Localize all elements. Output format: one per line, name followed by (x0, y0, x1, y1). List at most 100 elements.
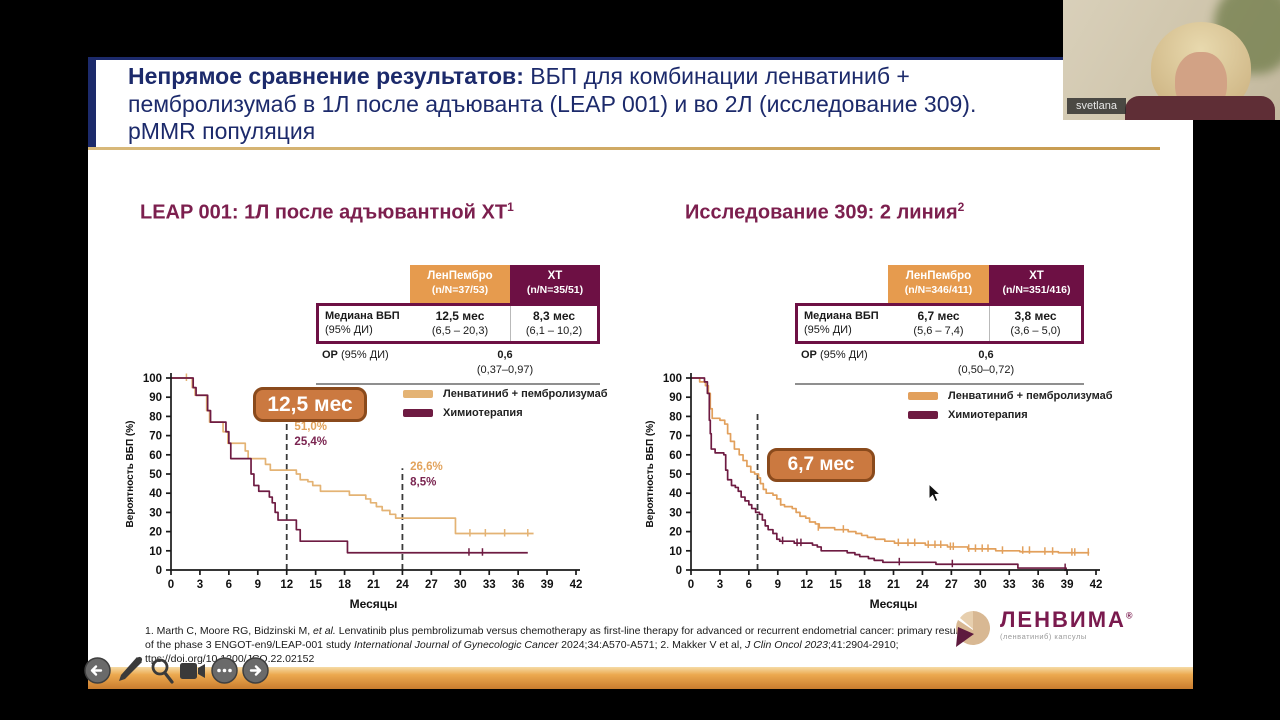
previous-slide-button[interactable] (84, 657, 111, 687)
lenvima-logo-subtext: (ленватиниб) капсулы (1000, 632, 1087, 641)
zoom-tool-button[interactable] (149, 657, 175, 688)
svg-text:9: 9 (255, 579, 261, 591)
svg-text:3: 3 (197, 579, 203, 591)
svg-text:70: 70 (669, 431, 682, 443)
svg-text:12: 12 (800, 579, 813, 591)
median-row: Медиана ВБП (95% ДИ) 12,5 мес (6,5 – 20,3)… (316, 302, 600, 345)
svg-text:51,0%: 51,0% (294, 421, 327, 433)
svg-text:60: 60 (669, 450, 682, 462)
pencil-icon (119, 656, 143, 681)
svg-text:33: 33 (483, 579, 496, 591)
right-chart-title: Исследование 309: 2 линия2 (685, 200, 965, 224)
lenvima-logo-icon (956, 611, 990, 647)
median-row: Медиана ВБП (95% ДИ) 6,7 мес (5,6 – 7,4) 3… (795, 302, 1084, 345)
km-chart-study309: 0 3 6 9 12 15 18 21 24 27 30 33 36 39 4201020304050607… (645, 373, 1103, 611)
svg-text:30: 30 (454, 579, 467, 591)
title-accent-bar (88, 57, 96, 150)
svg-text:8,5%: 8,5% (410, 477, 436, 489)
magnifier-icon (151, 658, 174, 684)
svg-text:25,4%: 25,4% (294, 436, 327, 448)
chemo-swatch (908, 411, 938, 419)
svg-text:50: 50 (149, 469, 162, 481)
svg-text:42: 42 (1090, 579, 1103, 591)
svg-text:70: 70 (149, 431, 162, 443)
svg-text:26,6%: 26,6% (410, 461, 443, 473)
svg-text:100: 100 (663, 373, 682, 385)
left-chart-title: LEAP 001: 1Л после адъювантной ХТ1 (140, 200, 514, 224)
legend-label: Химиотерапия (948, 409, 1028, 421)
svg-text:Вероятность ВБП (%): Вероятность ВБП (%) (645, 421, 656, 528)
hazard-ratio-row: ОР (95% ДИ) 0,6 (0,37–0,97) (316, 344, 600, 386)
svg-text:80: 80 (669, 411, 682, 423)
ellipsis-icon (211, 657, 238, 684)
presentation-slide: Непрямое сравнение результатов: ВБП для … (88, 57, 1193, 689)
table-header-lenpembro: ЛенПембро (n/N=37/53) (410, 265, 510, 303)
slide-title-bold: Непрямое сравнение результатов: (128, 63, 524, 89)
slide-title-line3: pMMR популяция (128, 118, 316, 145)
svg-text:90: 90 (669, 392, 682, 404)
svg-text:15: 15 (309, 579, 322, 591)
pen-tool-button[interactable] (115, 654, 145, 691)
svg-text:20: 20 (149, 527, 162, 539)
slide-title: Непрямое сравнение результатов: ВБП для … (128, 63, 1123, 146)
slide-bottom-bar (88, 667, 1193, 689)
right-results-table: ЛенПембро (n/N=346/411) ХТ (n/N=351/416) М… (795, 265, 1084, 386)
svg-text:10: 10 (669, 546, 682, 558)
title-top-border (88, 57, 1193, 60)
table-header-xt: ХТ (n/N=351/416) (989, 265, 1084, 303)
svg-text:18: 18 (858, 579, 871, 591)
svg-text:10: 10 (149, 546, 162, 558)
svg-text:9: 9 (775, 579, 781, 591)
table-spacer (795, 265, 888, 303)
km-chart-leap001: 51,0%25,4%26,6%8,5%0 3 6 9 12 15 18 21 24 27 30 33 3… (125, 373, 582, 611)
svg-text:60: 60 (149, 450, 162, 462)
svg-text:Вероятность ВБП (%): Вероятность ВБП (%) (125, 421, 136, 528)
svg-text:30: 30 (669, 507, 682, 519)
svg-text:15: 15 (829, 579, 842, 591)
svg-text:24: 24 (396, 579, 409, 591)
svg-text:24: 24 (916, 579, 929, 591)
legend-label: Ленватиниб + пембролизумаб (948, 390, 1113, 402)
svg-text:0: 0 (168, 579, 174, 591)
svg-text:30: 30 (974, 579, 987, 591)
presentation-toolbar (84, 652, 273, 692)
chemo-swatch (403, 409, 433, 417)
slide-title-line1: ВБП для комбинации ленватиниб + (523, 63, 910, 89)
speaker-torso (1125, 96, 1275, 120)
more-options-button[interactable] (211, 657, 238, 687)
title-divider (88, 147, 1160, 150)
svg-text:27: 27 (945, 579, 958, 591)
lenvima-logo: ЛЕНВИМА® (ленватиниб) капсулы (952, 609, 1133, 651)
arrow-right-icon (242, 657, 269, 684)
svg-text:Месяцы: Месяцы (350, 597, 398, 611)
median-badge-right: 6,7 мес (767, 448, 875, 482)
svg-text:21: 21 (367, 579, 380, 591)
svg-text:50: 50 (669, 469, 682, 481)
left-results-table: ЛенПембро (n/N=37/53) ХТ (n/N=35/51) Медиа… (316, 265, 600, 386)
svg-text:18: 18 (338, 579, 351, 591)
arrow-left-icon (84, 657, 111, 684)
camera-button[interactable] (179, 660, 207, 685)
svg-text:40: 40 (149, 488, 162, 500)
svg-text:6: 6 (746, 579, 752, 591)
svg-text:Месяцы: Месяцы (870, 597, 918, 611)
next-slide-button[interactable] (242, 657, 269, 687)
mouse-cursor (928, 483, 942, 503)
hazard-ratio-row: ОР (95% ДИ) 0,6 (0,50–0,72) (795, 344, 1084, 386)
svg-text:0: 0 (688, 579, 694, 591)
svg-text:40: 40 (669, 488, 682, 500)
participant-name-label: svetlana (1067, 98, 1126, 114)
webcam-tile[interactable]: svetlana (1063, 0, 1280, 120)
right-chart-legend: Ленватиниб + пембролизумаб Химиотерапия (908, 390, 1113, 428)
svg-text:6: 6 (226, 579, 232, 591)
svg-text:33: 33 (1003, 579, 1016, 591)
slide-title-line2: пембролизумаб в 1Л после адъюванта (LEAP… (128, 90, 977, 117)
median-badge-left: 12,5 мес (253, 387, 367, 422)
lenvima-logo-text: ЛЕНВИМА® (1000, 607, 1133, 632)
legend-label: Химиотерапия (443, 407, 523, 419)
svg-text:90: 90 (149, 392, 162, 404)
legend-label: Ленватиниб + пембролизумаб (443, 388, 608, 400)
svg-text:21: 21 (887, 579, 900, 591)
table-header-xt: ХТ (n/N=35/51) (510, 265, 600, 303)
svg-text:80: 80 (149, 411, 162, 423)
